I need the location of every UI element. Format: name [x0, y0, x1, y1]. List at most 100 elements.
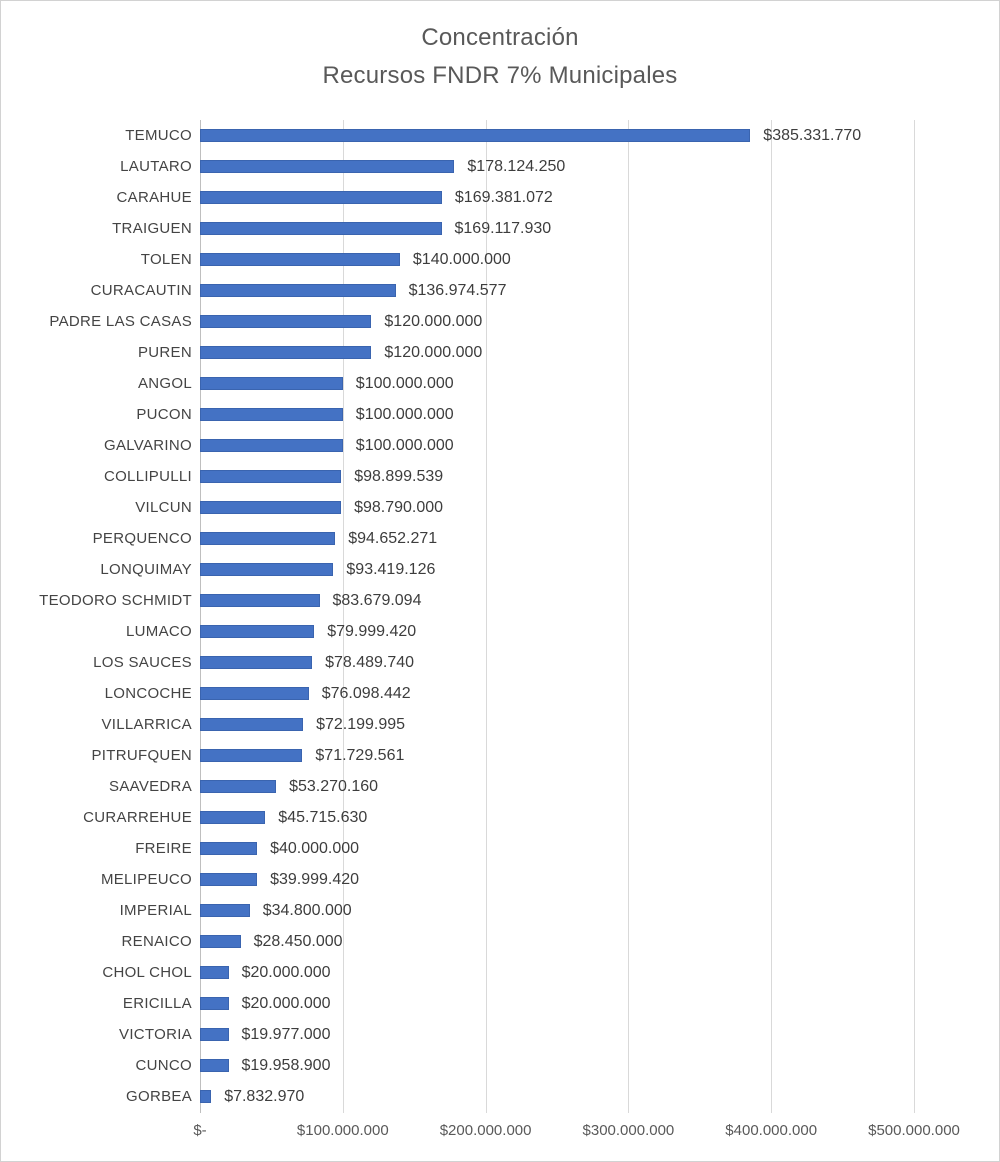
bar-row: MELIPEUCO $39.999.420 [1, 864, 999, 895]
category-label: LUMACO [126, 623, 192, 640]
value-label: $72.199.995 [316, 715, 406, 733]
category-label: LAUTARO [120, 158, 192, 175]
category-label: CARAHUE [116, 189, 192, 206]
category-label: PUREN [137, 344, 192, 361]
bar-row: FREIRE $40.000.000 [1, 833, 999, 864]
bar-row: PUREN $120.000.000 [1, 337, 999, 368]
value-label: $76.098.442 [321, 684, 411, 702]
category-label: ERICILLA [122, 995, 192, 1012]
value-label: $28.450.000 [253, 932, 343, 950]
value-label: $100.000.000 [355, 374, 454, 392]
bar [200, 966, 229, 979]
bar-row: IMPERIAL $34.800.000 [1, 895, 999, 926]
bar [200, 532, 336, 545]
category-label: TEODORO SCHMIDT [39, 592, 192, 609]
value-label: $78.489.740 [325, 653, 415, 671]
category-label: PERQUENCO [92, 530, 192, 547]
category-label: TOLEN [140, 251, 192, 268]
chart-title-block: Concentración Recursos FNDR 7% Municipal… [1, 19, 999, 95]
bar-row: TEMUCO $385.331.770 [1, 120, 999, 151]
chart-title: Concentración [421, 24, 579, 51]
bar [200, 284, 396, 297]
bar-row: COLLIPULLI $98.899.539 [1, 461, 999, 492]
bar-row: CURARREHUE $45.715.630 [1, 802, 999, 833]
bar-row: LAUTARO $178.124.250 [1, 151, 999, 182]
category-label: ANGOL [137, 375, 192, 392]
value-label: $136.974.577 [408, 281, 507, 299]
bar [200, 191, 442, 204]
bar-row: PERQUENCO $94.652.271 [1, 523, 999, 554]
bar [200, 718, 304, 731]
bar-row: TRAIGUEN $169.117.930 [1, 213, 999, 244]
bar-row: ANGOL $100.000.000 [1, 368, 999, 399]
category-label: TRAIGUEN [112, 220, 192, 237]
x-axis: $- $100.000.000 $200.000.000 $300.000.000 $4… [1, 1122, 999, 1146]
x-axis-tick-label: $500.000.000 [868, 1122, 960, 1139]
category-label: VICTORIA [119, 1026, 192, 1043]
value-label: $71.729.561 [315, 746, 405, 764]
bar-row: VILCUN $98.790.000 [1, 492, 999, 523]
value-label: $34.800.000 [262, 901, 352, 919]
category-label: CHOL CHOL [102, 964, 192, 981]
value-label: $140.000.000 [412, 250, 511, 268]
bar [200, 842, 258, 855]
category-label: PADRE LAS CASAS [49, 313, 192, 330]
bar [200, 904, 250, 917]
value-label: $40.000.000 [270, 839, 360, 857]
bar [200, 780, 277, 793]
bar-row: CARAHUE $169.381.072 [1, 182, 999, 213]
bar [200, 687, 309, 700]
bar [200, 253, 400, 266]
bar-row: LOS SAUCES $78.489.740 [1, 647, 999, 678]
bar-row: PADRE LAS CASAS $120.000.000 [1, 306, 999, 337]
value-label: $93.419.126 [346, 560, 436, 578]
value-label: $39.999.420 [270, 870, 360, 888]
category-label: IMPERIAL [119, 902, 192, 919]
value-label: $169.381.072 [454, 188, 553, 206]
bar [200, 222, 442, 235]
value-label: $169.117.930 [454, 219, 552, 237]
category-label: GALVARINO [104, 437, 192, 454]
category-label: RENAICO [121, 933, 192, 950]
bar-row: SAAVEDRA $53.270.160 [1, 771, 999, 802]
category-label: TEMUCO [125, 127, 192, 144]
x-axis-tick-label: $- [193, 1122, 207, 1139]
bar-row: VICTORIA $19.977.000 [1, 1019, 999, 1050]
bar-row: PITRUFQUEN $71.729.561 [1, 740, 999, 771]
bar-row: GORBEA $7.832.970 [1, 1081, 999, 1112]
value-label: $83.679.094 [332, 591, 422, 609]
bar-row: CUNCO $19.958.900 [1, 1050, 999, 1081]
category-label: SAAVEDRA [109, 778, 192, 795]
bar [200, 749, 303, 762]
bar-row: LONCOCHE $76.098.442 [1, 678, 999, 709]
bar-row: LUMACO $79.999.420 [1, 616, 999, 647]
value-label: $20.000.000 [241, 994, 331, 1012]
category-label: VILCUN [135, 499, 192, 516]
value-label: $98.899.539 [354, 467, 444, 485]
category-label: COLLIPULLI [103, 468, 192, 485]
category-label: FREIRE [135, 840, 192, 857]
bar-row: CURACAUTIN $136.974.577 [1, 275, 999, 306]
bar-row: TOLEN $140.000.000 [1, 244, 999, 275]
bar-row: TEODORO SCHMIDT $83.679.094 [1, 585, 999, 616]
bar [200, 1028, 229, 1041]
bar-rows: TEMUCO $385.331.770 LAUTARO $178.124.250 CAR… [1, 120, 999, 1112]
bar [200, 563, 334, 576]
bar [200, 470, 342, 483]
bar [200, 935, 241, 948]
gridline [628, 120, 630, 1113]
category-label: LOS SAUCES [93, 654, 192, 671]
value-label: $385.331.770 [763, 126, 862, 144]
bar [200, 160, 455, 173]
value-label: $19.958.900 [241, 1056, 331, 1074]
bar [200, 997, 229, 1010]
bar-row: CHOL CHOL $20.000.000 [1, 957, 999, 988]
value-label: $45.715.630 [278, 808, 368, 826]
value-label: $79.999.420 [327, 622, 417, 640]
category-label: LONQUIMAY [100, 561, 192, 578]
value-label: $178.124.250 [467, 157, 566, 175]
bar [200, 315, 372, 328]
category-label: CURARREHUE [83, 809, 192, 826]
bar [200, 408, 343, 421]
